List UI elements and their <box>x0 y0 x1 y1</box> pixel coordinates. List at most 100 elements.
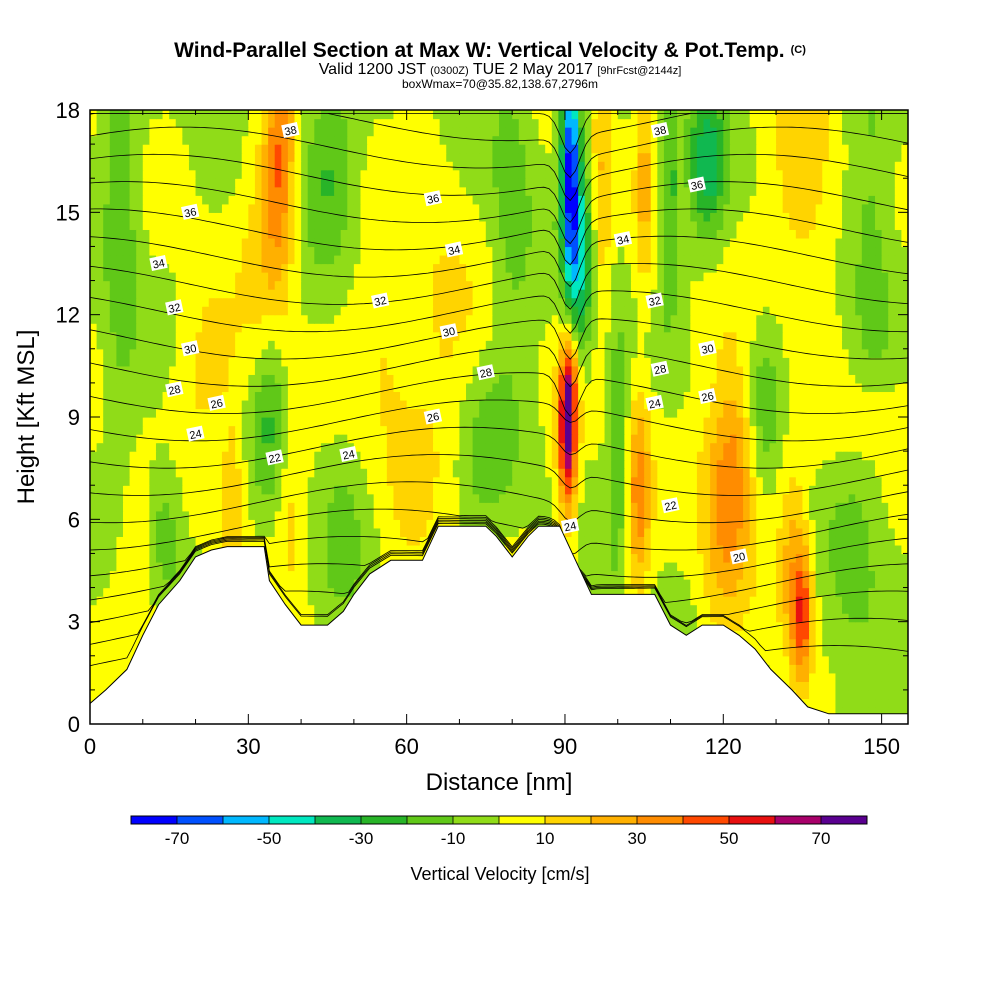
velocity-cell <box>822 536 830 546</box>
velocity-cell <box>202 417 210 427</box>
velocity-cell <box>479 434 487 444</box>
velocity-cell <box>413 510 421 520</box>
velocity-cell <box>835 382 843 393</box>
velocity-cell <box>380 493 388 503</box>
velocity-cell <box>611 527 619 537</box>
velocity-cell <box>373 485 381 495</box>
velocity-cell <box>129 630 137 640</box>
velocity-cell <box>175 561 183 572</box>
velocity-cell <box>281 502 289 512</box>
velocity-cell <box>155 476 164 486</box>
velocity-cell <box>835 519 843 529</box>
velocity-cell <box>644 493 652 503</box>
velocity-cell <box>452 417 461 427</box>
velocity-cell <box>307 459 315 469</box>
velocity-cell <box>822 613 830 623</box>
velocity-cell <box>564 382 573 393</box>
velocity-cell <box>835 604 843 614</box>
velocity-cell <box>901 417 908 427</box>
velocity-cell <box>188 399 197 410</box>
velocity-cell <box>888 655 896 665</box>
velocity-cell <box>716 434 724 444</box>
velocity-cell <box>116 519 124 529</box>
velocity-cell <box>136 417 144 427</box>
velocity-cell <box>835 613 843 623</box>
velocity-cell <box>822 579 830 589</box>
velocity-cell <box>531 468 540 478</box>
velocity-cell <box>116 459 124 469</box>
velocity-cell <box>90 510 98 520</box>
velocity-cell <box>815 613 823 623</box>
velocity-cell <box>749 382 757 393</box>
velocity-cell <box>776 382 784 393</box>
velocity-cell <box>235 485 243 495</box>
velocity-cell <box>624 476 632 486</box>
velocity-cell <box>241 391 249 401</box>
velocity-cell <box>571 434 579 444</box>
velocity-cell <box>393 502 401 512</box>
velocity-cell <box>327 382 335 393</box>
velocity-cell <box>393 425 401 435</box>
velocity-cell <box>696 382 705 393</box>
velocity-cell <box>254 399 263 410</box>
velocity-cell <box>281 493 289 503</box>
velocity-cell <box>677 417 685 427</box>
velocity-cell <box>294 434 302 444</box>
velocity-cell <box>710 408 718 418</box>
velocity-cell <box>875 451 883 461</box>
velocity-cell <box>762 468 771 478</box>
velocity-cell <box>855 621 863 631</box>
velocity-cell <box>842 510 850 520</box>
velocity-cell <box>776 579 784 589</box>
velocity-cell <box>353 468 362 478</box>
velocity-cell <box>637 425 645 435</box>
velocity-cell <box>380 527 388 537</box>
velocity-cell <box>828 681 837 691</box>
velocity-cell <box>809 408 817 418</box>
velocity-cell <box>637 391 645 401</box>
velocity-cell <box>894 672 903 682</box>
velocity-cell <box>624 391 632 401</box>
velocity-cell <box>670 621 678 631</box>
velocity-cell <box>630 579 639 589</box>
velocity-cell <box>261 408 269 418</box>
velocity-cell <box>663 408 672 418</box>
velocity-cell <box>195 519 203 529</box>
velocity-cell <box>630 553 639 563</box>
velocity-cell <box>169 493 177 503</box>
velocity-cell <box>795 544 804 555</box>
velocity-cell <box>769 382 777 393</box>
velocity-cell <box>175 502 183 512</box>
velocity-cell <box>103 570 111 580</box>
velocity-cell <box>861 493 870 503</box>
velocity-cell <box>855 579 863 589</box>
velocity-cell <box>406 493 414 503</box>
velocity-cell <box>835 502 843 512</box>
velocity-cell <box>96 638 104 648</box>
velocity-cell <box>789 527 797 537</box>
velocity-cell <box>710 442 718 452</box>
velocity-cell <box>710 399 718 410</box>
velocity-cell <box>116 408 124 418</box>
velocity-cell <box>716 544 724 555</box>
velocity-cell <box>723 425 731 435</box>
velocity-cell <box>202 476 210 486</box>
velocity-cell <box>881 502 889 512</box>
velocity-cell <box>182 476 190 486</box>
velocity-cell <box>360 459 368 469</box>
velocity-cell <box>657 382 665 393</box>
velocity-cell <box>564 399 573 410</box>
velocity-cell <box>762 451 771 461</box>
velocity-cell <box>881 544 889 555</box>
velocity-cell <box>175 544 183 555</box>
velocity-cell <box>710 570 718 580</box>
velocity-cell <box>162 434 170 444</box>
velocity-cell <box>169 399 177 410</box>
velocity-cell <box>743 399 751 410</box>
velocity-cell <box>809 587 817 597</box>
velocity-cell <box>828 417 837 427</box>
velocity-cell <box>802 468 810 478</box>
velocity-cell <box>789 476 797 486</box>
velocity-cell <box>287 510 296 520</box>
velocity-cell <box>393 382 401 393</box>
